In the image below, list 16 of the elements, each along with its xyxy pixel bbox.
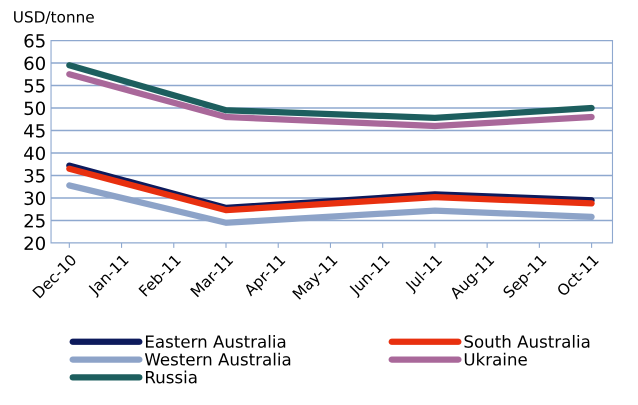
y-tick-label: 40: [24, 146, 45, 160]
y-tick-label: 55: [24, 79, 45, 93]
legend-label: South Australia: [464, 334, 590, 348]
y-axis-title: USD/tonne: [14, 11, 94, 24]
y-tick-label: 65: [24, 34, 45, 48]
y-tick-label: 35: [24, 168, 45, 183]
legend-label: Russia: [146, 370, 196, 384]
legend-label: Ukraine: [464, 352, 527, 366]
y-tick-label: 60: [24, 56, 45, 70]
y-tick-label: 45: [24, 124, 45, 138]
legend-label: Western Australia: [144, 352, 290, 366]
y-tick-label: 25: [24, 214, 45, 228]
y-tick-label: 20: [24, 236, 45, 250]
legend-label: Eastern Australia: [146, 334, 286, 348]
y-tick-label: 50: [24, 101, 45, 116]
y-tick-label: 30: [24, 191, 45, 206]
